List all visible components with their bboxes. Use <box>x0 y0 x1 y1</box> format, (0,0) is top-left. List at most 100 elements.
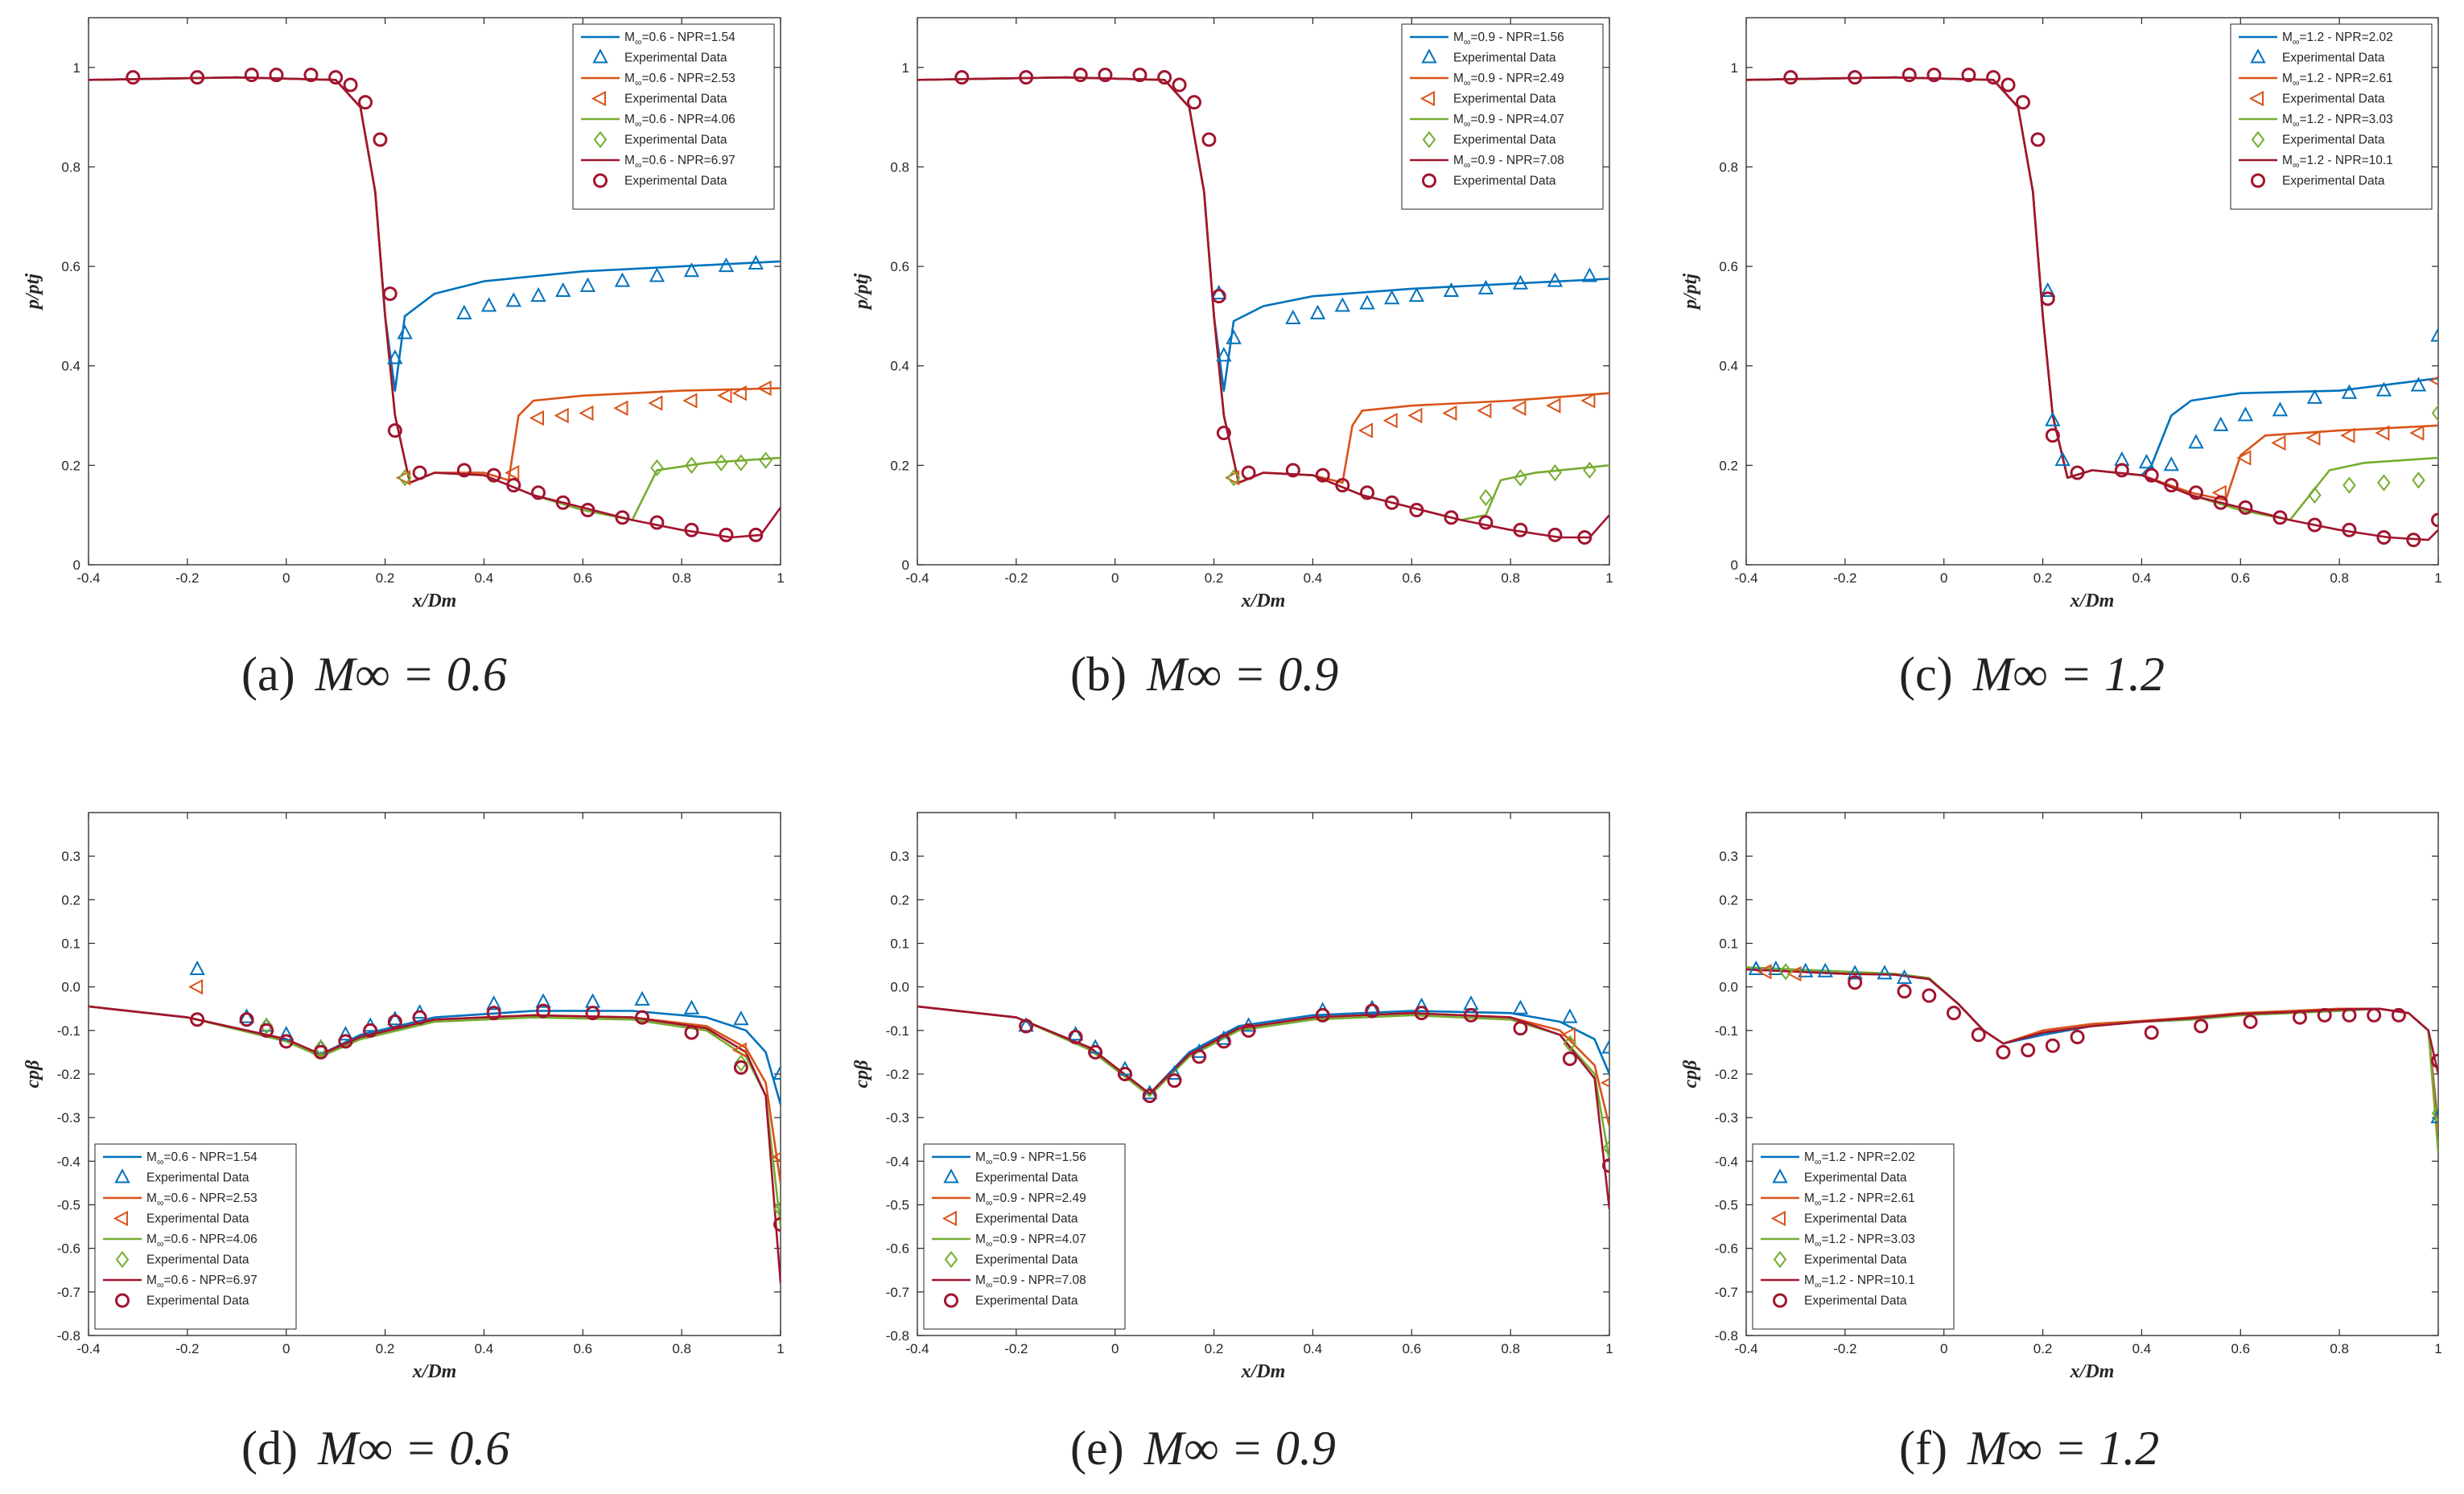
data-point <box>1902 68 1917 83</box>
data-point <box>634 990 650 1006</box>
x-tick-label: 0 <box>282 1341 290 1356</box>
legend-label: Experimental Data <box>1453 134 1556 147</box>
x-tick-label: 0.6 <box>573 1341 592 1356</box>
y-tick-label: -0.5 <box>886 1198 909 1213</box>
data-point <box>190 70 205 85</box>
panel-caption: (c) M∞ = 1.2 <box>1899 648 2165 701</box>
legend-label-sub: ∞ <box>986 1197 993 1208</box>
data-point <box>1778 963 1793 981</box>
legend-label-sub: ∞ <box>986 1238 993 1249</box>
y-tick-label: 0.6 <box>1719 259 1738 274</box>
data-point <box>2213 495 2228 510</box>
marker-series-2 <box>1225 393 1596 486</box>
legend-marker-swatch <box>1773 1250 1787 1269</box>
data-point <box>1408 287 1425 303</box>
legend-label: Experimental Data <box>1453 93 1556 106</box>
chart-panel-a: -0.4 -0.2 0 0.2 0.4 0.6 0.8 1 0 0.2 0.4 0.6 0.8 1 x/Dm… <box>23 17 785 701</box>
y-tick-label: 1 <box>1731 60 1738 76</box>
legend-label-main: M <box>1804 1191 1815 1205</box>
data-point <box>2114 463 2129 478</box>
data-point <box>1463 995 1479 1010</box>
legend-label-sub: ∞ <box>2293 118 2300 130</box>
x-tick-label: 0.8 <box>2330 1341 2349 1356</box>
legend-label-rest: =1.2 - NPR=2.61 <box>1821 1191 1914 1205</box>
data-point <box>2377 474 2391 492</box>
legend-label: M∞=0.6 - NPR=1.54 <box>146 1150 258 1167</box>
data-point <box>1019 1019 1034 1034</box>
x-tick-label: 0.2 <box>2033 1341 2053 1356</box>
chart-panel-c: -0.4 -0.2 0 0.2 0.4 0.6 0.8 1 0 0.2 0.4 0.6 0.8 1 x/Dm… <box>1680 17 2442 701</box>
data-point <box>2243 1015 2258 1029</box>
marker-series-4 <box>1019 1003 1609 1173</box>
marker-series-1 <box>387 254 764 364</box>
legend-marker-swatch <box>1772 1168 1788 1183</box>
data-point <box>2307 517 2322 533</box>
marker-series-3 <box>1563 1035 1609 1157</box>
x-tick-label: -0.2 <box>1833 1341 1856 1356</box>
y-tick-label: -0.7 <box>57 1285 80 1300</box>
data-point <box>715 454 728 471</box>
legend-label-sub: ∞ <box>2293 159 2300 171</box>
data-point <box>387 349 403 364</box>
data-point <box>1315 467 1330 483</box>
data-point <box>2431 1053 2438 1068</box>
legend-marker-swatch <box>114 1168 130 1183</box>
legend-label: M∞=0.9 - NPR=2.49 <box>1453 72 1564 88</box>
x-tick-label: 0.2 <box>1205 1341 1224 1356</box>
data-point <box>579 277 596 292</box>
data-point <box>1513 1021 1528 1036</box>
legend-label-rest: =0.6 - NPR=4.06 <box>641 113 735 126</box>
x-tick-label: 1 <box>2434 1341 2441 1356</box>
legend-label: Experimental Data <box>624 134 727 147</box>
legend-label-rest: =0.9 - NPR=7.08 <box>992 1274 1086 1287</box>
data-point <box>2317 1007 2332 1023</box>
legend-label: Experimental Data <box>2282 134 2385 147</box>
legend-label-main: M <box>2282 154 2293 167</box>
data-point <box>188 978 204 995</box>
legend-label: M∞=1.2 - NPR=3.03 <box>1804 1233 1915 1249</box>
y-tick-label: 0.6 <box>61 259 80 274</box>
data-point <box>2340 427 2355 443</box>
data-point <box>1577 530 1593 545</box>
data-point <box>580 503 595 517</box>
data-point <box>2164 478 2179 493</box>
caption-label: (a) <box>241 648 307 701</box>
panel-caption: (d) M∞ = 0.6 <box>241 1422 509 1475</box>
caption-label: (e) <box>1070 1422 1136 1475</box>
legend-label: M∞=1.2 - NPR=2.61 <box>2282 72 2393 88</box>
data-point <box>1118 1067 1132 1081</box>
legend-label-rest: =0.9 - NPR=2.49 <box>1470 72 1564 85</box>
y-tick-label: -0.2 <box>886 1067 909 1082</box>
legend-label-main: M <box>1804 1274 1815 1287</box>
data-point <box>505 464 520 481</box>
y-tick-label: 1 <box>902 60 909 76</box>
legend-label: M∞=0.6 - NPR=6.97 <box>146 1274 258 1290</box>
data-point <box>1748 960 1764 975</box>
data-point <box>1365 1003 1380 1019</box>
legend-marker-swatch <box>1422 173 1436 188</box>
data-point <box>614 272 631 287</box>
data-point <box>1961 68 1976 83</box>
legend-label-rest: =0.6 - NPR=1.54 <box>163 1150 258 1164</box>
x-tick-label: -0.4 <box>1734 1341 1757 1356</box>
data-point <box>278 1034 294 1049</box>
data-point <box>1513 522 1528 537</box>
data-point <box>685 456 698 474</box>
data-point <box>555 495 571 510</box>
y-tick-label: 0.1 <box>61 936 80 952</box>
data-point <box>2144 467 2159 483</box>
data-point <box>2236 450 2252 466</box>
legend-label: Experimental Data <box>1804 1212 1907 1226</box>
legend-marker-swatch <box>591 90 606 107</box>
x-tick-label: -0.2 <box>175 570 199 586</box>
data-point <box>1847 965 1863 980</box>
legend-label: Experimental Data <box>146 1253 249 1267</box>
data-point <box>1241 1023 1256 1038</box>
y-tick-label: -0.2 <box>57 1067 80 1082</box>
data-point <box>1986 70 2001 85</box>
legend-label-sub: ∞ <box>1815 1156 1822 1167</box>
legend-label: M∞=0.9 - NPR=1.56 <box>975 1150 1086 1167</box>
marker-series-4 <box>954 68 1593 545</box>
